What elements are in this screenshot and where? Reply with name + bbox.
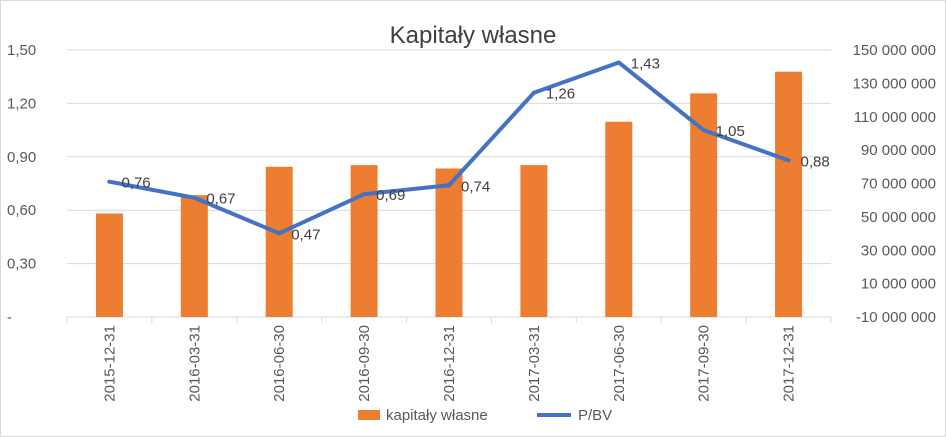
data-label: 0,69 [376,187,405,204]
legend-swatch-kapitaly [358,410,380,420]
right-tick-label: 70 000 000 [861,176,936,193]
x-tick-label: 2015-12-31 [101,325,118,402]
bar [605,121,633,318]
x-axis: 2015-12-31 2016-03-31 2016-06-30 2016-09-30… [66,317,832,402]
data-label: 0,74 [461,178,490,195]
data-label: 0,47 [291,226,320,243]
right-tick-label: 30 000 000 [861,242,936,259]
left-tick-label: 0,90 [7,149,36,166]
left-tick-label: 0,30 [7,256,36,273]
right-tick-label: 150 000 000 [853,42,936,59]
data-label: 1,26 [546,86,575,103]
chart-title: Kapitały własne [390,22,557,49]
line-point [107,179,112,184]
line-point [786,158,791,163]
line-point [531,90,536,95]
right-axis: 150 000 000 130 000 000 110 000 000 90 000 … [853,42,936,326]
right-tick-label: 130 000 000 [853,75,936,92]
legend-label-kapitaly: kapitały własne [386,407,488,424]
x-tick-label: 2017-09-30 [696,325,713,402]
data-label: 0,88 [801,153,830,170]
left-tick-label: - [7,309,12,326]
bar [775,71,803,318]
left-axis: 1,50 1,20 0,90 0,60 0,30 - [7,42,36,326]
x-tick-label: 2016-03-31 [186,325,203,402]
line-series: 0,76 0,67 0,47 0,69 0,74 1,26 1,43 1,05 0,88 [107,55,830,243]
bar [520,165,548,318]
x-tick-label: 2016-12-31 [441,325,458,402]
data-label: 1,43 [631,55,660,72]
legend: kapitały własne P/BV [358,407,612,424]
left-tick-label: 0,60 [7,202,36,219]
bar [690,93,718,318]
line-point [192,195,197,200]
right-tick-label: 50 000 000 [861,209,936,226]
bar [180,195,208,318]
x-tick-label: 2016-09-30 [356,325,373,402]
bar [435,168,463,318]
data-label: 0,76 [121,175,150,192]
data-label: 1,05 [716,123,745,140]
bar-series [95,71,803,318]
line-point [362,192,367,197]
bar [350,165,378,318]
right-tick-label: 90 000 000 [861,142,936,159]
right-tick-label: 110 000 000 [854,109,936,126]
legend-label-pbv: P/BV [578,407,612,424]
right-tick-label: 10 000 000 [861,276,936,293]
left-tick-label: 1,20 [7,95,36,112]
data-label: 0,67 [206,191,235,208]
right-tick-label: -10 000 000 [856,309,936,326]
bar [265,166,293,318]
x-tick-label: 2016-06-30 [271,325,288,402]
line-point [616,60,621,65]
left-tick-label: 1,50 [7,42,36,59]
x-tick-label: 2017-03-31 [526,325,543,402]
line-point [277,231,282,236]
line-point [447,183,451,188]
line-point [701,128,706,133]
x-tick-label: 2017-12-31 [781,325,798,402]
bar [95,213,123,318]
x-tick-label: 2017-06-30 [611,325,628,402]
